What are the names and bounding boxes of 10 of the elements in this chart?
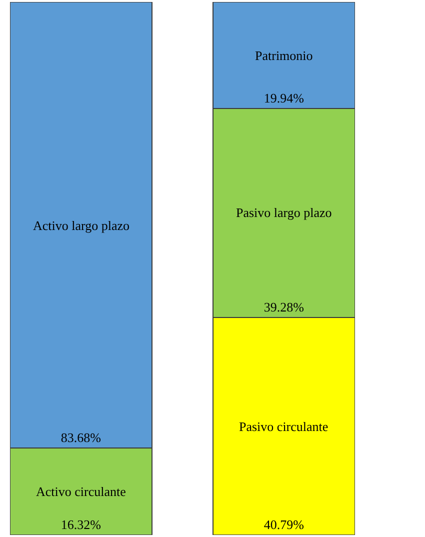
data-label: 16.32% [60,517,102,532]
data-label: 40.79% [264,517,304,532]
series-label: Activo largo plazo [33,218,130,233]
data-label: 39.28% [264,300,304,315]
data-label: 19.94% [264,90,304,106]
series-label: Patrimonio [255,48,313,63]
series-label: Pasivo largo plazo [236,205,332,220]
series-label: Pasivo circulante [239,419,328,434]
series-label: Activo circulante [36,484,126,499]
data-label: 83.68% [60,430,102,446]
